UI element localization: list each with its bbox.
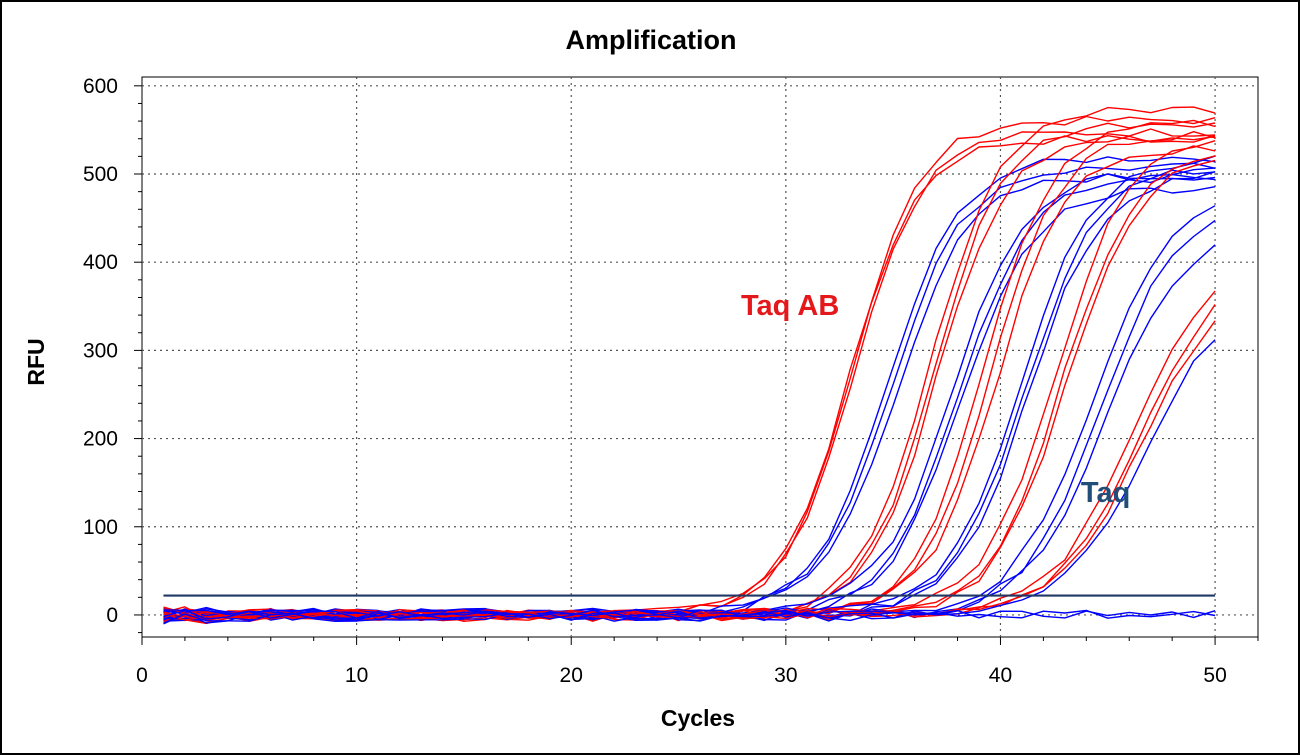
x-tick-label: 20 [560,664,583,687]
x-tick-label: 10 [345,664,368,687]
amplification-curve-28 [163,339,1216,625]
y-tick-label: 0 [106,604,118,627]
y-tick-label: 100 [83,516,118,539]
amplification-curve-25 [163,290,1216,620]
amplification-curve-30 [163,609,1216,620]
annotation-taq: Taq [1081,477,1130,509]
x-axis-title: Cycles [661,705,735,731]
amplification-curve-17 [163,169,1216,621]
plot-area [141,76,1259,638]
y-tick-label: 300 [83,339,118,362]
y-tick-label: 400 [83,251,118,274]
x-tick-label: 0 [136,664,148,687]
x-tick-label: 30 [774,664,797,687]
y-tick-label: 600 [83,75,118,98]
x-tick-label: 50 [1203,664,1226,687]
y-tick-label: 500 [83,163,118,186]
y-tick-label: 200 [83,428,118,451]
annotation-taq-ab: Taq AB [741,290,839,322]
amplification-curves [163,106,1216,625]
chart-title: Amplification [565,25,736,55]
x-tick-label: 40 [989,664,1012,687]
y-axis-title: RFU [23,338,49,385]
